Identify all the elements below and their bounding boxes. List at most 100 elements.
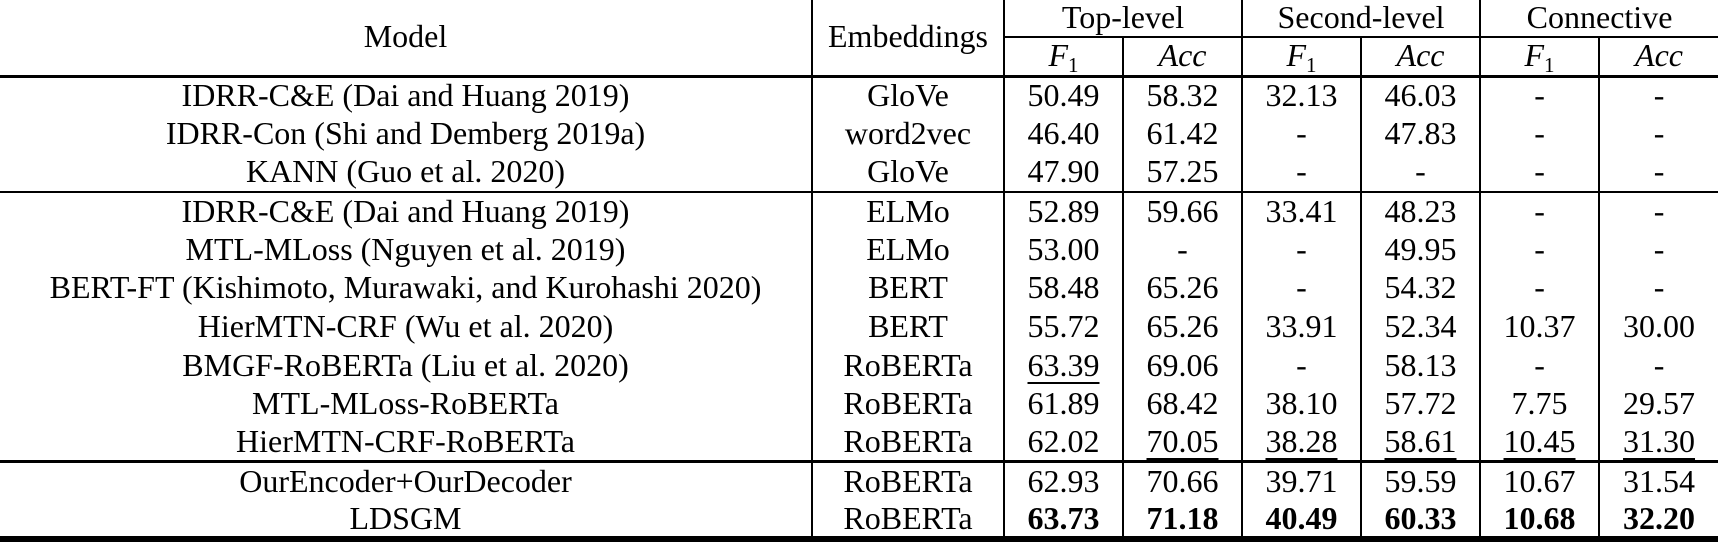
value-cell: 50.49 bbox=[1003, 76, 1123, 115]
table-row: MTL-MLoss-RoBERTa RoBERTa 61.89 68.42 38.10 5… bbox=[0, 384, 1718, 424]
value-cell: 29.57 bbox=[1598, 384, 1718, 424]
value-cell: 33.41 bbox=[1241, 190, 1361, 231]
value-cell: 32.20 bbox=[1598, 500, 1718, 540]
value-cell: - bbox=[1598, 190, 1718, 231]
embeddings-cell: RoBERTa bbox=[811, 500, 1004, 540]
model-cell: IDRR-C&E (Dai and Huang 2019) bbox=[0, 190, 812, 231]
model-cell: HierMTN-CRF (Wu et al. 2020) bbox=[197, 308, 614, 345]
f1-label: F bbox=[1048, 37, 1069, 74]
acc-label: Acc bbox=[1396, 37, 1445, 74]
f1-subscript: 1 bbox=[1544, 53, 1555, 76]
value-cell: - bbox=[1479, 76, 1600, 115]
value-cell: 10.68 bbox=[1479, 500, 1600, 540]
acc-label: Acc bbox=[1158, 37, 1207, 74]
table-row: LDSGM RoBERTa 63.73 71.18 40.49 60.33 10.68 32.… bbox=[0, 500, 1718, 540]
value-cell: - bbox=[1598, 230, 1718, 269]
connective-f1-header: F1 bbox=[1479, 37, 1600, 78]
top-level-acc-header: Acc bbox=[1122, 37, 1242, 78]
value-cell: 31.54 bbox=[1598, 460, 1718, 501]
f1-label: F bbox=[1524, 37, 1545, 74]
value-cell: 68.42 bbox=[1122, 384, 1242, 424]
table-row: HierMTN-CRF-RoBERTa RoBERTa 62.02 70.05 38.2… bbox=[0, 423, 1718, 462]
value-cell: 58.61 bbox=[1359, 423, 1481, 462]
value-cell: - bbox=[1598, 114, 1718, 154]
value-cell: 7.75 bbox=[1479, 384, 1600, 424]
value-cell: 57.72 bbox=[1359, 384, 1481, 424]
model-cell: LDSGM bbox=[349, 500, 462, 536]
value-cell: 48.23 bbox=[1359, 190, 1481, 231]
value-cell: 58.13 bbox=[1359, 346, 1481, 385]
model-cell: OurEncoder+OurDecoder bbox=[0, 460, 812, 501]
connective-acc-header: Acc bbox=[1598, 37, 1718, 78]
value-cell: - bbox=[1359, 153, 1481, 192]
value-cell: 71.18 bbox=[1122, 500, 1242, 540]
embeddings-cell: BERT bbox=[811, 307, 1004, 347]
embeddings-cell: ELMo bbox=[811, 190, 1004, 231]
f1-subscript: 1 bbox=[1306, 53, 1317, 76]
value-cell: 49.95 bbox=[1359, 230, 1481, 269]
embeddings-cell: GloVe bbox=[811, 76, 1004, 115]
embeddings-cell: RoBERTa bbox=[811, 460, 1004, 501]
value-cell: 53.00 bbox=[1003, 230, 1123, 269]
value-cell: 33.91 bbox=[1241, 307, 1361, 347]
value-cell: - bbox=[1598, 268, 1718, 308]
metric-header-row: F1 Acc F1 Acc F1 Acc bbox=[0, 37, 1718, 78]
embeddings-cell: RoBERTa bbox=[811, 384, 1004, 424]
embeddings-cell: word2vec bbox=[811, 114, 1004, 154]
value-cell: 65.26 bbox=[1122, 268, 1242, 308]
table-row: HierMTN-CRF (Wu et al. 2020) BERT 55.72 65.… bbox=[0, 307, 1718, 347]
value-cell: 70.05 bbox=[1122, 423, 1242, 462]
value-cell: 10.45 bbox=[1479, 423, 1600, 462]
table-row: KANN (Guo et al. 2020) GloVe 47.90 57.25- - -… bbox=[0, 153, 1718, 192]
group-header-second-level: Second-level bbox=[1240, 0, 1481, 38]
table-row: BERT-FT (Kishimoto, Murawaki, and Kuroha… bbox=[0, 268, 1718, 308]
top-level-f1-header: F1 bbox=[1003, 37, 1123, 78]
table-row: IDRR-C&E (Dai and Huang 2019) ELMo 52.89 59… bbox=[0, 190, 1718, 231]
value-cell: - bbox=[1241, 346, 1361, 385]
value-cell: - bbox=[1241, 153, 1361, 192]
model-cell: BERT-FT (Kishimoto, Murawaki, and Kuroha… bbox=[49, 269, 762, 306]
value-cell: - bbox=[1479, 153, 1600, 192]
table-row: IDRR-C&E (Dai and Huang 2019) GloVe 50.49 5… bbox=[0, 76, 1718, 115]
model-column-header: Model bbox=[0, 0, 812, 78]
value-cell: 62.93 bbox=[1003, 460, 1123, 501]
value-cell: 31.30 bbox=[1598, 423, 1718, 462]
value-cell: 69.06 bbox=[1122, 346, 1242, 385]
value-cell: 30.00 bbox=[1598, 307, 1718, 347]
value-cell: - bbox=[1479, 346, 1600, 385]
value-cell: - bbox=[1241, 114, 1361, 154]
model-cell: IDRR-Con (Shi and Demberg 2019a) bbox=[165, 115, 646, 152]
model-cell: BMGF-RoBERTa (Liu et al. 2020) bbox=[182, 346, 629, 383]
value-cell: 59.59 bbox=[1359, 460, 1481, 501]
embeddings-cell: RoBERTa bbox=[811, 423, 1004, 462]
model-cell: MTL-MLoss (Nguyen et al. 2019) bbox=[185, 230, 626, 267]
value-cell: 61.42 bbox=[1122, 114, 1242, 154]
value-cell: - bbox=[1479, 114, 1600, 154]
value-cell: 10.67 bbox=[1479, 460, 1600, 501]
second-level-f1-header: F1 bbox=[1241, 37, 1361, 78]
f1-subscript: 1 bbox=[1068, 53, 1079, 76]
value-cell: 54.32 bbox=[1359, 268, 1481, 308]
value-cell: 46.40 bbox=[1003, 114, 1123, 154]
value-cell: 55.72 bbox=[1003, 307, 1123, 347]
value-cell: 39.71 bbox=[1241, 460, 1361, 501]
table-row: MTL-MLoss (Nguyen et al. 2019) ELMo 53.00-… bbox=[0, 230, 1718, 269]
value-cell: 58.32 bbox=[1122, 76, 1242, 115]
value-cell: 62.02 bbox=[1003, 423, 1123, 462]
value-cell: 40.49 bbox=[1241, 500, 1361, 540]
embeddings-column-header: Embeddings bbox=[811, 0, 1004, 78]
value-cell: - bbox=[1122, 230, 1242, 269]
value-cell: - bbox=[1598, 153, 1718, 192]
embeddings-cell: ELMo bbox=[811, 230, 1004, 269]
value-cell: 65.26 bbox=[1122, 307, 1242, 347]
value-cell: 38.28 bbox=[1241, 423, 1361, 462]
embeddings-cell: BERT bbox=[811, 268, 1004, 308]
group-header-connective: Connective bbox=[1479, 0, 1718, 38]
acc-label: Acc bbox=[1635, 37, 1683, 74]
value-cell: 70.66 bbox=[1122, 460, 1242, 501]
model-cell: KANN (Guo et al. 2020) bbox=[245, 153, 566, 190]
table-header: Model Embeddings Top-level Second-level … bbox=[0, 0, 1718, 78]
embeddings-cell: GloVe bbox=[811, 153, 1004, 192]
value-cell: - bbox=[1479, 190, 1600, 231]
